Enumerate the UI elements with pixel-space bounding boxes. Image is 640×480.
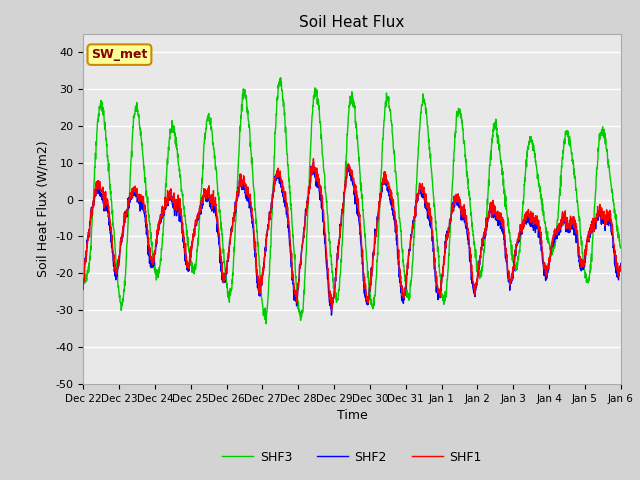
SHF3 <box>368 302 376 308</box>
Legend: SHF3, SHF2, SHF1: SHF3, SHF2, SHF1 <box>217 446 487 469</box>
SHF2 <box>509 277 516 283</box>
SHF3 <box>277 75 285 81</box>
SHF2 <box>328 312 335 318</box>
SHF2 <box>229 216 237 222</box>
SHF2 <box>380 181 387 187</box>
SHF3 <box>229 266 237 272</box>
Title: Soil Heat Flux: Soil Heat Flux <box>300 15 404 30</box>
Line: SHF2: SHF2 <box>83 162 621 315</box>
SHF3 <box>262 321 270 327</box>
SHF1 <box>310 156 317 161</box>
SHF1 <box>570 214 577 219</box>
SHF2 <box>368 267 376 273</box>
Y-axis label: Soil Heat Flux (W/m2): Soil Heat Flux (W/m2) <box>36 141 50 277</box>
SHF2 <box>79 285 87 290</box>
SHF2 <box>617 261 625 266</box>
Line: SHF3: SHF3 <box>83 78 621 324</box>
SHF1 <box>617 264 625 270</box>
SHF3 <box>380 125 387 131</box>
SHF2 <box>585 232 593 238</box>
SHF1 <box>380 180 387 186</box>
SHF1 <box>79 287 87 292</box>
SHF3 <box>570 171 577 177</box>
SHF1 <box>368 270 376 276</box>
SHF3 <box>585 275 593 280</box>
SHF3 <box>509 255 516 261</box>
SHF3 <box>617 242 625 248</box>
SHF1 <box>328 308 335 313</box>
SHF2 <box>570 219 577 225</box>
SHF1 <box>509 274 516 280</box>
SHF1 <box>585 228 593 234</box>
X-axis label: Time: Time <box>337 409 367 422</box>
SHF1 <box>229 216 237 222</box>
SHF2 <box>310 159 317 165</box>
Line: SHF1: SHF1 <box>83 158 621 311</box>
SHF3 <box>79 268 87 274</box>
Text: SW_met: SW_met <box>92 48 148 61</box>
